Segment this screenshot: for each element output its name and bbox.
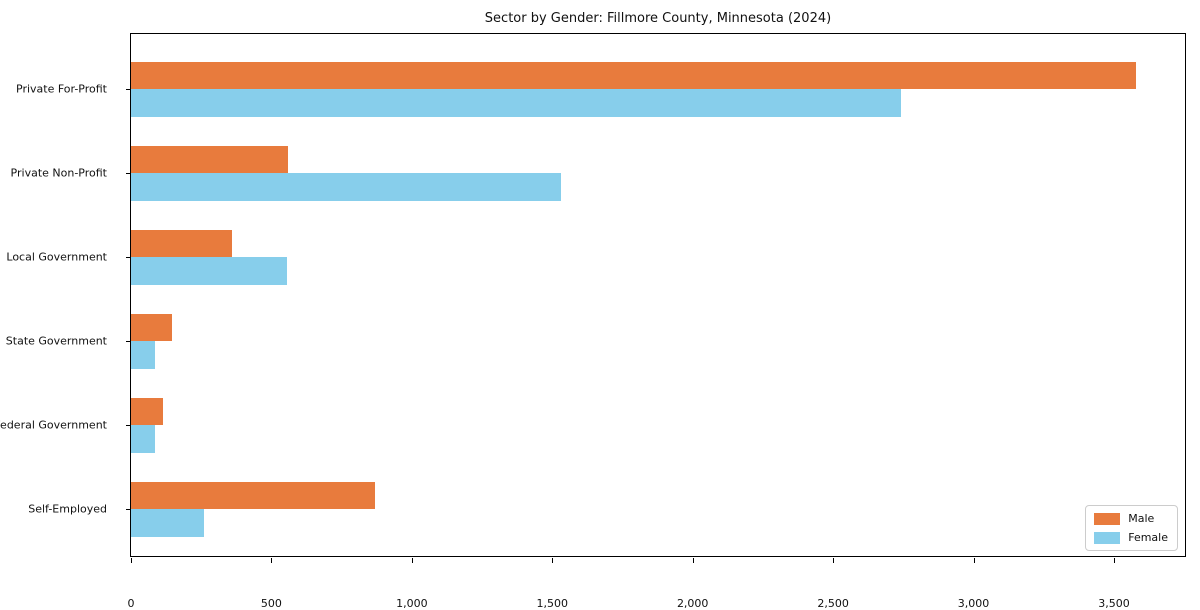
y-tick-label: Local Government bbox=[6, 250, 107, 264]
x-tick-mark bbox=[552, 558, 554, 563]
y-tick-mark bbox=[126, 89, 131, 90]
x-tick-label: 2,500 bbox=[817, 597, 849, 610]
x-tick-mark bbox=[973, 558, 975, 563]
x-tick-mark bbox=[271, 558, 273, 563]
bar-male-local-government bbox=[131, 229, 233, 257]
female-swatch bbox=[1094, 531, 1121, 544]
y-tick-mark bbox=[126, 509, 131, 510]
y-tick-label: State Government bbox=[5, 334, 107, 348]
legend-label-female: Female bbox=[1128, 531, 1168, 544]
male-swatch bbox=[1094, 512, 1121, 525]
bar-female-federal-government bbox=[131, 425, 155, 453]
bar-male-private-non-profit bbox=[131, 145, 289, 173]
bar-male-federal-government bbox=[131, 397, 164, 425]
bar-male-self-employed bbox=[131, 481, 376, 509]
y-tick-mark bbox=[126, 173, 131, 174]
bar-male-state-government bbox=[131, 313, 172, 341]
x-tick-label: 2,000 bbox=[676, 597, 709, 610]
chart-title: Sector by Gender: Fillmore County, Minne… bbox=[484, 11, 832, 26]
y-tick-label: Federal Government bbox=[0, 418, 107, 432]
x-tick-mark bbox=[1113, 558, 1115, 563]
bar-female-private-for-profit bbox=[131, 89, 901, 117]
x-tick-mark bbox=[131, 558, 132, 563]
legend-label-male: Male bbox=[1128, 512, 1155, 525]
x-tick-label: 1,000 bbox=[396, 597, 428, 610]
x-tick-label: 3,500 bbox=[1098, 597, 1130, 610]
x-tick-mark bbox=[833, 558, 835, 563]
plot-area: Private For-Profit Private Non-Profit Loca… bbox=[0, 33, 1186, 610]
bar-female-local-government bbox=[131, 257, 287, 285]
y-tick-label: Self-Employed bbox=[28, 502, 107, 516]
y-tick-mark bbox=[126, 257, 131, 258]
x-tick-mark bbox=[411, 558, 413, 563]
legend-item-female: Female bbox=[1094, 531, 1168, 544]
x-tick-mark bbox=[692, 558, 694, 563]
bar-male-private-for-profit bbox=[131, 61, 1137, 89]
legend: Male Female bbox=[1085, 505, 1178, 551]
y-tick-label: Private For-Profit bbox=[16, 82, 107, 96]
y-tick-mark bbox=[126, 425, 131, 426]
x-tick-label: 0 bbox=[127, 597, 135, 610]
bar-female-self-employed bbox=[131, 509, 205, 537]
x-tick-label: 3,000 bbox=[957, 597, 990, 610]
x-tick-label: 1,500 bbox=[536, 597, 569, 610]
bar-female-private-non-profit bbox=[131, 173, 561, 201]
legend-item-male: Male bbox=[1094, 512, 1168, 525]
bar-female-state-government bbox=[131, 341, 155, 369]
y-tick-label: Private Non-Profit bbox=[10, 166, 107, 180]
x-tick-label: 500 bbox=[260, 597, 282, 610]
y-tick-mark bbox=[126, 341, 131, 342]
